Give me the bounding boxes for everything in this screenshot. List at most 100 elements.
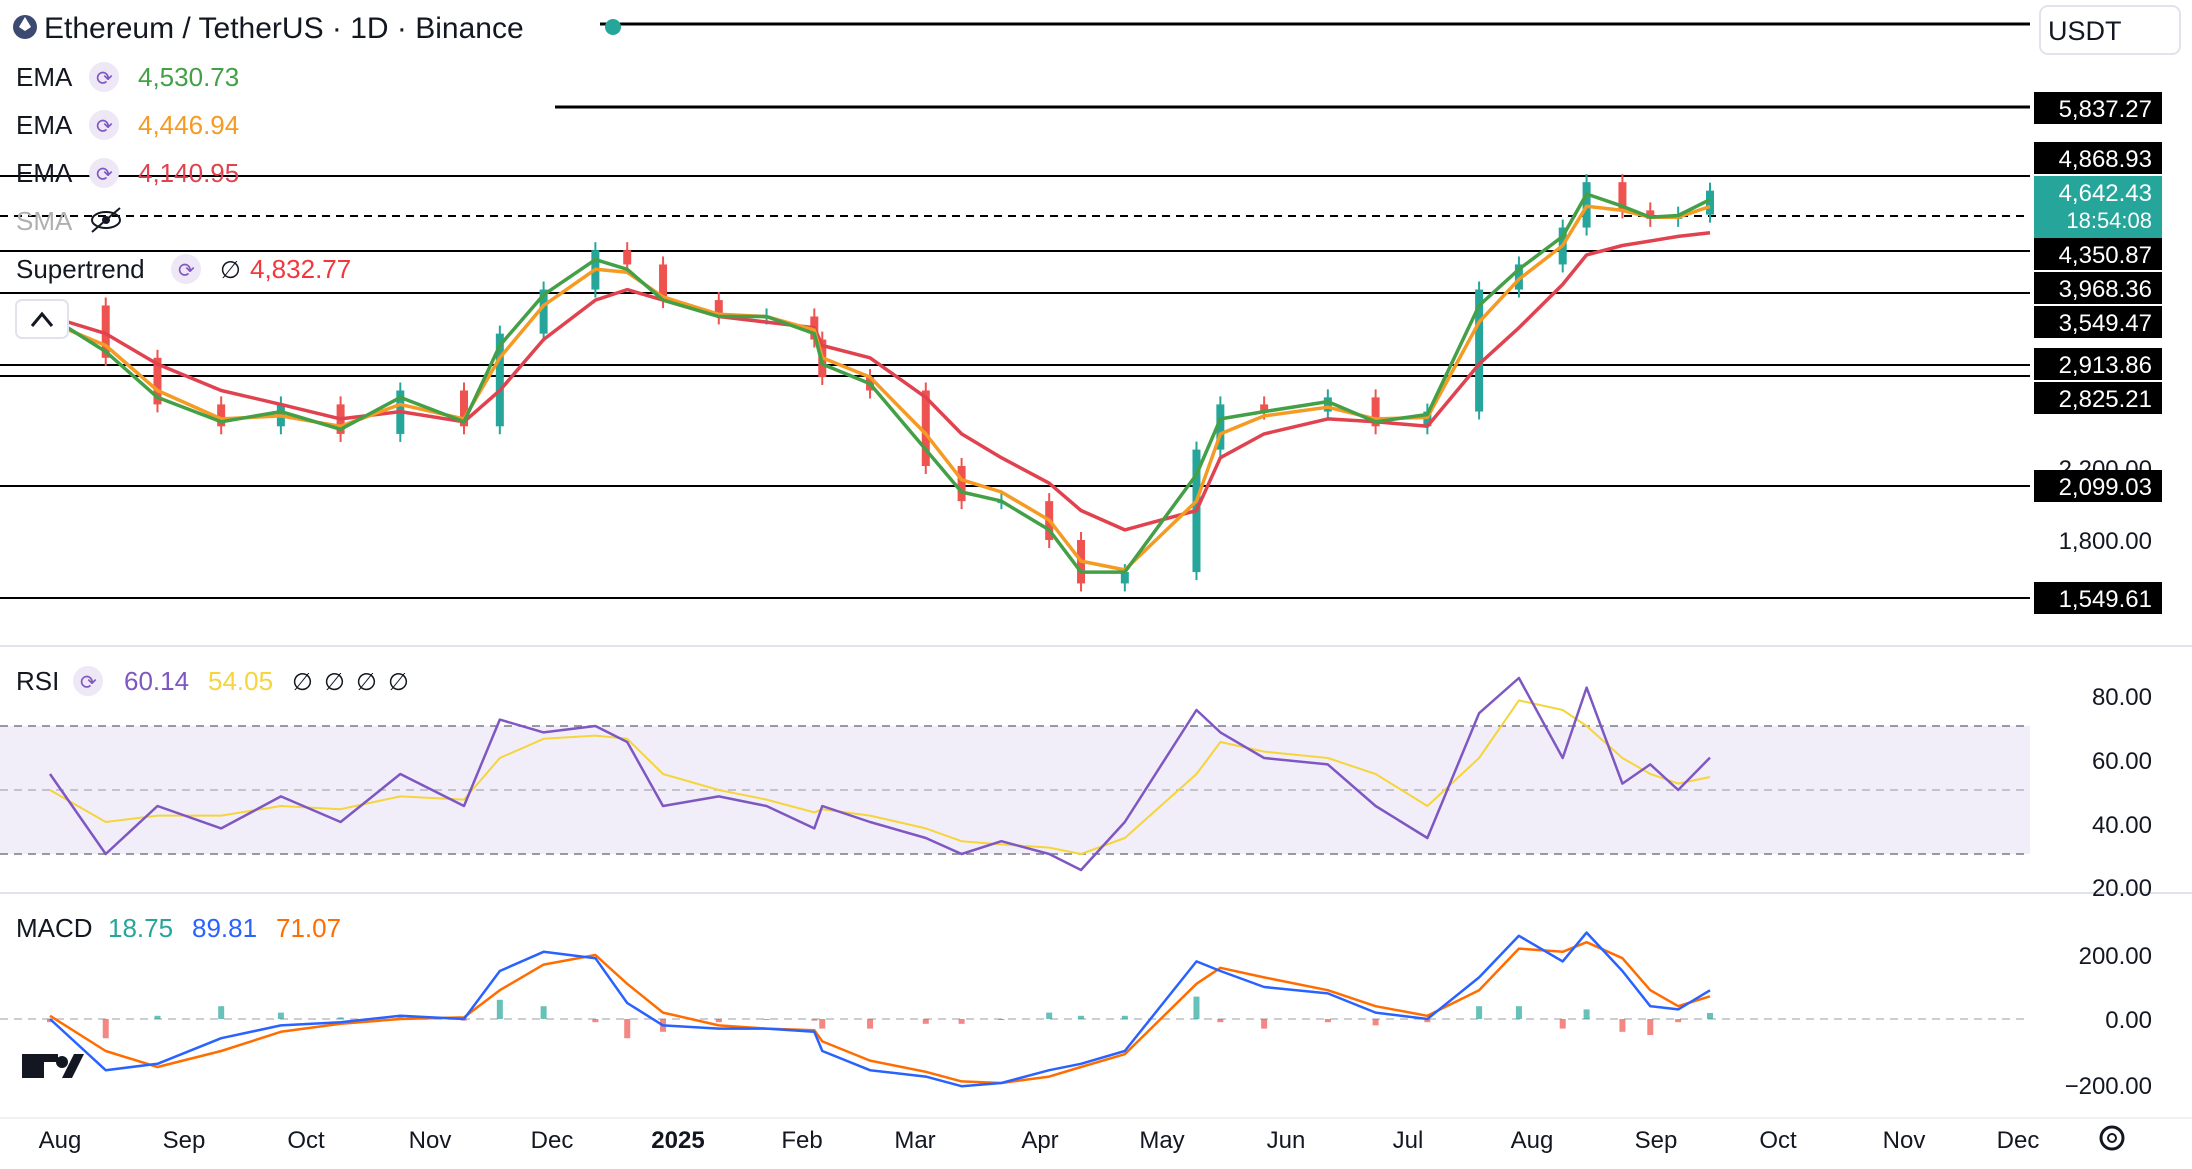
ema2-settings-icon[interactable] [89,110,119,140]
ema-mid-line [49,204,1711,572]
macd-hist-bar [277,1012,284,1019]
currency-button[interactable] [2039,5,2181,55]
currency-label: USDT [2048,16,2122,46]
level-tag-2913 [2034,348,2162,380]
indicator-legend: EMA ⟳ 4,530.73 EMA ⟳ 4,446.94 EMA ⟳ 4,14… [15,62,351,339]
time-axis-label: Jun [1267,1127,1306,1154]
candle-body [217,404,226,427]
macd-hist-bar [1424,1019,1431,1023]
ema-fast-line [49,192,1711,574]
sma-hidden-eye-icon[interactable] [91,207,121,233]
rsi-axis-20: 20.00 [2092,875,2152,902]
rsi-name[interactable]: RSI [16,666,59,696]
rsi-legend: RSI ⟳ 60.14 54.05 ∅ ∅ ∅ ∅ [16,666,409,696]
candle-body [921,390,930,466]
time-axis-label: Nov [409,1127,452,1154]
level-label-2913: 2,913.86 [2059,352,2152,379]
level-label-4350: 4,350.87 [2059,242,2152,269]
time-axis-label: Oct [1759,1127,1797,1154]
candle-body [101,305,110,358]
ema-slow-line [49,231,1711,532]
candle-body [495,333,504,427]
candle-body [1260,404,1269,412]
ema1-value: 4,530.73 [138,62,239,92]
macd-name[interactable]: MACD [16,913,93,943]
axis-label-1800: 1,800.00 [2059,528,2152,555]
macd-hist-bar [1559,1019,1566,1029]
ema1-settings-icon[interactable] [89,62,119,92]
currency-selector[interactable]: USDT [2039,5,2181,55]
macd-hist-bar [1193,996,1200,1019]
settings-gear-icon[interactable] [2099,1125,2125,1151]
rsi-line [48,676,1711,872]
time-axis-label: Oct [287,1127,325,1154]
macd-hist-bar [763,1019,770,1020]
macd-axis-200: 200.00 [2079,943,2152,970]
time-axis-label: Jul [1393,1127,1424,1154]
supertrend-value: 4,832.77 [250,254,351,284]
level-tag-1549 [2034,582,2162,614]
supertrend-name[interactable]: Supertrend [16,254,145,284]
time-axis-label: Aug [1511,1127,1554,1154]
drawn-line-handle[interactable] [605,19,621,35]
ethereum-logo-diamond [19,17,31,31]
collapse-legend-button[interactable] [15,299,69,339]
time-axis-label: Sep [163,1127,206,1154]
candle-body [539,289,548,334]
candle-body [1120,572,1129,584]
level-tag-2825 [2034,382,2162,414]
level-tag-3968 [2034,272,2162,304]
level-tag-2099 [2034,470,2162,502]
macd-signal-value: 71.07 [276,913,341,943]
macd-hist-bar [102,1019,109,1039]
symbol-title[interactable]: Ethereum / TetherUS · 1D · Binance [44,12,524,45]
ema3-value: 4,140.95 [138,158,239,188]
ema3-settings-icon[interactable] [89,158,119,188]
macd-hist-bar [1476,1006,1483,1019]
supertrend-refresh-glyph: ⟳ [178,260,195,282]
sma-name[interactable]: SMA [16,206,73,236]
ema1-refresh-glyph: ⟳ [96,68,113,90]
time-axis-label: Sep [1635,1127,1678,1154]
rsi-empty-4: ∅ [388,669,409,696]
level-tag-4868 [2034,142,2162,174]
rsi-axis[interactable]: 80.00 60.00 40.00 20.00 [2092,684,2152,902]
ema3-name[interactable]: EMA [16,158,73,188]
level-label-3968: 3,968.36 [2059,276,2152,303]
ema2-name[interactable]: EMA [16,110,73,140]
time-axis-label: Feb [781,1127,822,1154]
macd-axis-0: 0.00 [2105,1007,2152,1034]
macd-line [49,931,1711,1088]
time-axis[interactable]: Aug Sep Oct Nov Dec 2025 Feb Mar Apr May Jun Jul Aug… [39,1127,2040,1154]
macd-hist-bar [337,1017,344,1019]
ema1-name[interactable]: EMA [16,62,73,92]
level-label-2825: 2,825.21 [2059,386,2152,413]
time-axis-label: Nov [1883,1127,1926,1154]
candle-body [1323,397,1332,412]
candle-body [1216,404,1225,450]
level-label-2099: 2,099.03 [2059,474,2152,501]
current-price-countdown: 18:54:08 [2066,208,2152,233]
macd-hist-bar [540,1006,547,1019]
macd-hist-bar [1324,1019,1331,1023]
rsi-settings-icon[interactable] [73,666,103,696]
macd-axis[interactable]: 200.00 0.00 −200.00 [2065,943,2152,1100]
time-axis-label: Dec [531,1127,574,1154]
macd-legend: MACD 18.75 89.81 71.07 [16,913,341,943]
macd-hist-bar [624,1019,631,1039]
macd-hist-bar [819,1019,826,1029]
macd-signal-line [49,940,1711,1085]
supertrend-settings-icon[interactable] [171,254,201,284]
candle-body [1646,210,1655,219]
price-axis[interactable]: 5,837.27 4,868.93 4,642.43 18:54:08 4,35… [2034,92,2162,614]
macd-hist-bar [496,999,503,1019]
macd-hist-bar [1619,1019,1626,1032]
ema3-refresh-glyph: ⟳ [96,164,113,186]
macd-hist-bar [1078,1015,1085,1019]
macd-hist-bar [1515,1006,1522,1019]
level-tag-3549 [2034,306,2162,338]
time-axis-label: Aug [39,1127,82,1154]
tradingview-logo-icon[interactable] [22,1054,84,1078]
